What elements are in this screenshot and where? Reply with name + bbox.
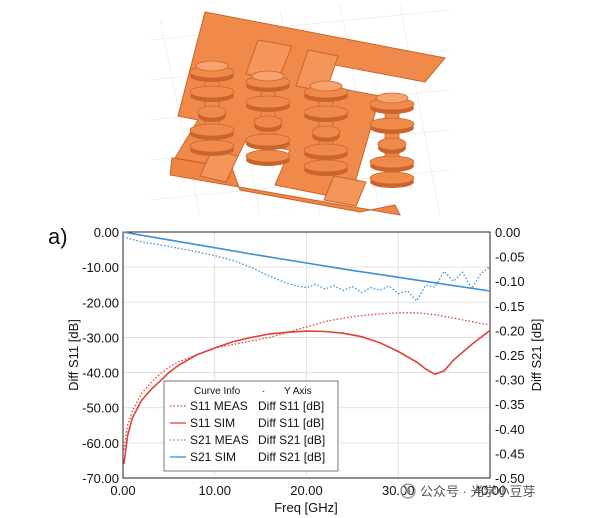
vias — [189, 60, 415, 188]
y-right-tick-label: -0.25 — [495, 348, 525, 363]
watermark-icon-dot — [405, 488, 411, 494]
legend-header-dot: · — [262, 386, 265, 397]
y-right-tick-label: -0.05 — [495, 250, 525, 265]
panel-label: a) — [48, 224, 68, 249]
watermark-icon — [400, 483, 416, 499]
series-layer — [122, 231, 491, 465]
x-axis-ticks: 0.00 10.00 20.00 30.00 40.00 — [110, 483, 506, 498]
series-line-s11-sim — [123, 329, 491, 465]
plot-area-frame — [122, 231, 491, 479]
y-right-tick-label: 0.00 — [495, 225, 520, 240]
x-tick-label: 20.00 — [290, 483, 323, 498]
differential-via-3d-model — [149, 4, 451, 216]
watermark-text: 公众号 · 光学小豆芽 — [420, 484, 536, 499]
via — [245, 70, 291, 166]
y-left-tick-label: -20.00 — [82, 295, 119, 310]
series-line-s11-meas — [123, 312, 491, 450]
via — [189, 60, 235, 156]
y-right-tick-label: -0.45 — [495, 446, 525, 461]
legend-entry-name: S11 MEAS — [190, 399, 248, 413]
via — [369, 92, 415, 188]
ground-plane — [174, 11, 446, 201]
y-right-tick-label: -0.30 — [495, 373, 525, 388]
y-right-axis-ticks: 0.00 -0.05 -0.10 -0.15 -0.20 -0.25 -0.30 -0.35 -… — [495, 225, 525, 486]
y-right-tick-label: -0.20 — [495, 323, 525, 338]
y-right-tick-label: -0.10 — [495, 274, 525, 289]
y-right-tick-label: -0.35 — [495, 397, 525, 412]
y-left-tick-label: -50.00 — [82, 401, 119, 416]
via — [303, 80, 349, 176]
legend-header-axis: Y Axis — [284, 386, 312, 397]
x-tick-label: 10.00 — [198, 483, 231, 498]
legend-entry-axis: Diff S21 [dB] — [258, 450, 325, 464]
y-left-tick-label: 0.00 — [94, 225, 119, 240]
y-right-tick-label: -0.50 — [495, 471, 525, 486]
legend-entry-name: S21 SIM — [190, 450, 236, 464]
series-line-s21-sim — [122, 231, 491, 292]
legend-entry-axis: Diff S21 [dB] — [258, 433, 325, 447]
y-left-tick-label: -40.00 — [82, 366, 119, 381]
x-axis-label: Freq [GHz] — [274, 500, 338, 515]
legend-rows: S11 MEAS Diff S11 [dB] S11 SIM Diff S11 [dB… — [170, 399, 325, 464]
y-left-axis-ticks: 0.00 -10.00 -20.00 -30.00 -40.00 -50.00 -60.00… — [82, 225, 119, 486]
legend-entry-name: S11 SIM — [190, 416, 235, 430]
y-left-tick-label: -30.00 — [82, 330, 119, 345]
y-right-tick-label: -0.15 — [495, 299, 525, 314]
legend-entry-axis: Diff S11 [dB] — [258, 399, 324, 413]
y-left-tick-label: -70.00 — [82, 471, 119, 486]
legend-header-curve: Curve Info — [194, 386, 241, 397]
y-left-axis-label: Diff S11 [dB] — [66, 319, 81, 391]
y-left-tick-label: -60.00 — [82, 436, 119, 451]
x-tick-label: 30.00 — [382, 483, 415, 498]
y-right-tick-label: -0.40 — [495, 422, 525, 437]
y-left-tick-label: -10.00 — [82, 260, 119, 275]
watermark: 公众号 · 光学小豆芽 — [400, 483, 536, 499]
legend: Curve Info Y Axis · S11 MEAS Diff S11 [dB… — [163, 380, 339, 472]
y-right-axis-label: Diff S21 [dB] — [529, 319, 544, 392]
x-tick-label: 40.00 — [474, 483, 507, 498]
legend-box — [163, 380, 339, 472]
x-tick-label: 0.00 — [110, 483, 135, 498]
legend-entry-name: S21 MEAS — [190, 433, 249, 447]
legend-entry-axis: Diff S11 [dB] — [258, 416, 324, 430]
